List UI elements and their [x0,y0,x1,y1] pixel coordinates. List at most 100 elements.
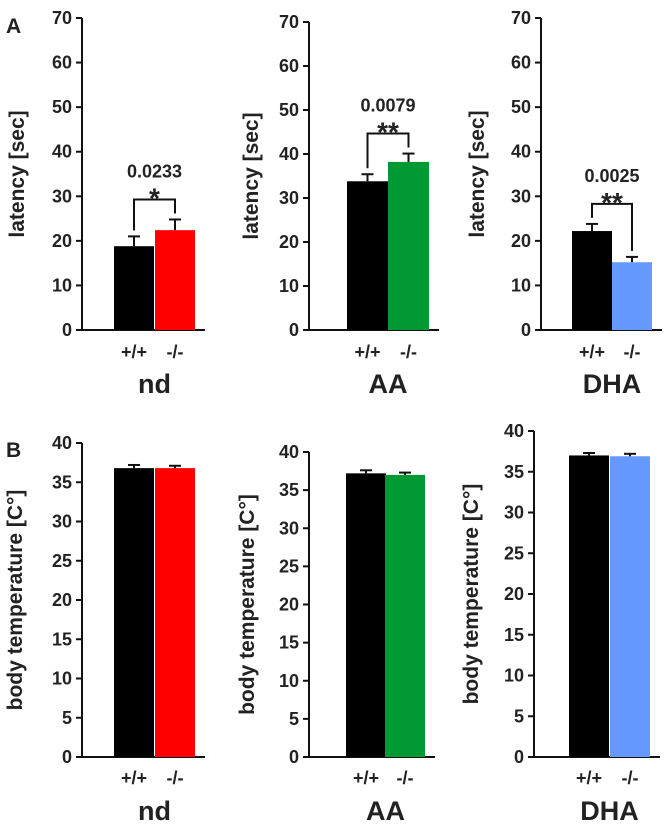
y-tick-label: 0 [521,320,531,340]
chart-5: 0 5 10 15 20 25 30 35 40 body temperature [C°] +/+… [236,442,435,826]
chart-2: 0 10 20 30 40 50 60 70 latency [sec] +/+ -/- AA **0.… [240,12,439,399]
y-tick-label: 20 [279,595,299,615]
group-label: AA [366,796,405,826]
bar-wildtype [572,231,612,330]
y-tick-label: 20 [504,584,524,604]
chart-3: 0 10 20 30 40 50 60 70 latency [sec] +/+ -/- DHA **0… [466,8,662,399]
x-tick-label: -/- [624,342,641,362]
x-tick-label: +/+ [576,768,602,788]
y-tick-label: 0 [289,320,299,340]
x-tick-label: +/+ [353,768,379,788]
y-tick-label: 40 [511,142,531,162]
y-tick-label: 10 [52,275,72,295]
y-axis-label: body temperature [C°] [460,484,483,705]
y-axis-label: latency [sec] [240,112,263,239]
y-tick-label: 20 [52,590,72,610]
y-tick-label: 40 [279,144,299,164]
y-tick-label: 0 [514,747,524,767]
bar-wildtype [114,468,154,757]
significance-stars: ** [377,117,399,148]
y-tick-label: 5 [289,709,299,729]
y-tick-label: 40 [279,442,299,462]
y-tick-label: 35 [52,472,72,492]
significance-stars: ** [601,187,623,218]
bar-knockout [155,468,195,757]
group-label: nd [138,796,171,826]
bar-knockout [155,230,195,330]
y-tick-label: 20 [511,231,531,251]
significance-bracket [591,202,633,251]
group-label: nd [138,369,171,399]
bar-knockout [612,262,652,330]
bar-knockout [610,456,650,757]
y-tick-label: 0 [62,747,72,767]
bar-wildtype [114,246,154,330]
y-tick-label: 25 [504,543,524,563]
bar-knockout [385,474,425,757]
bar-wildtype [347,181,388,330]
bar-wildtype [346,473,386,757]
x-tick-label: -/- [400,342,417,362]
x-tick-label: -/- [167,342,184,362]
y-axis-label: latency [sec] [6,110,29,237]
significance-bracket [366,132,410,169]
panel-label-a: A [6,15,21,38]
y-tick-label: 30 [504,503,524,523]
y-tick-label: 30 [279,518,299,538]
y-tick-label: 35 [279,480,299,500]
y-tick-label: 15 [279,633,299,653]
p-value: 0.0079 [360,96,415,116]
y-tick-label: 60 [279,56,299,76]
x-tick-label: -/- [397,768,414,788]
y-tick-label: 10 [504,666,524,686]
y-tick-label: 15 [504,625,524,645]
x-tick-label: +/+ [121,768,147,788]
significance-stars: * [149,182,160,213]
y-tick-label: 0 [289,747,299,767]
x-tick-label: +/+ [121,342,147,362]
y-tick-label: 40 [52,142,72,162]
group-label: DHA [580,796,639,826]
p-value: 0.0025 [584,166,639,186]
y-tick-label: 30 [52,512,72,532]
y-tick-label: 30 [511,186,531,206]
chart-4: 0 5 10 15 20 25 30 35 40 body temperature [C°] +/+… [4,433,205,826]
y-tick-label: 25 [279,556,299,576]
x-tick-label: -/- [167,768,184,788]
y-tick-label: 25 [52,551,72,571]
y-tick-label: 50 [279,100,299,120]
y-tick-label: 10 [52,669,72,689]
y-axis-label: body temperature [C°] [236,494,259,715]
y-tick-label: 40 [52,433,72,453]
panel-label-b: B [6,439,21,462]
y-tick-label: 50 [52,97,72,117]
y-tick-label: 60 [511,53,531,73]
y-tick-label: 35 [504,462,524,482]
y-axis-label: body temperature [C°] [4,490,27,711]
y-tick-label: 20 [279,232,299,252]
y-tick-label: 50 [511,97,531,117]
chart-1: 0 10 20 30 40 50 60 70 latency [sec] +/+ -/- nd *0.0… [6,8,205,399]
chart-6: 0 5 10 15 20 25 30 35 40 body temperature [C°] +/+… [460,421,660,826]
y-tick-label: 70 [511,8,531,28]
y-tick-label: 10 [279,276,299,296]
x-tick-label: -/- [622,768,639,788]
p-value: 0.0233 [127,161,182,181]
x-tick-label: +/+ [579,342,605,362]
bar-wildtype [569,455,609,757]
y-tick-label: 30 [52,186,72,206]
group-label: DHA [583,369,642,399]
y-tick-label: 10 [279,671,299,691]
y-tick-label: 40 [504,421,524,441]
bar-knockout [388,161,429,330]
y-tick-label: 10 [511,275,531,295]
y-tick-label: 0 [62,320,72,340]
y-tick-label: 20 [52,231,72,251]
y-tick-label: 60 [52,53,72,73]
y-tick-label: 5 [62,708,72,728]
y-tick-label: 30 [279,188,299,208]
group-label: AA [369,369,408,399]
y-axis-label: latency [sec] [466,110,489,237]
